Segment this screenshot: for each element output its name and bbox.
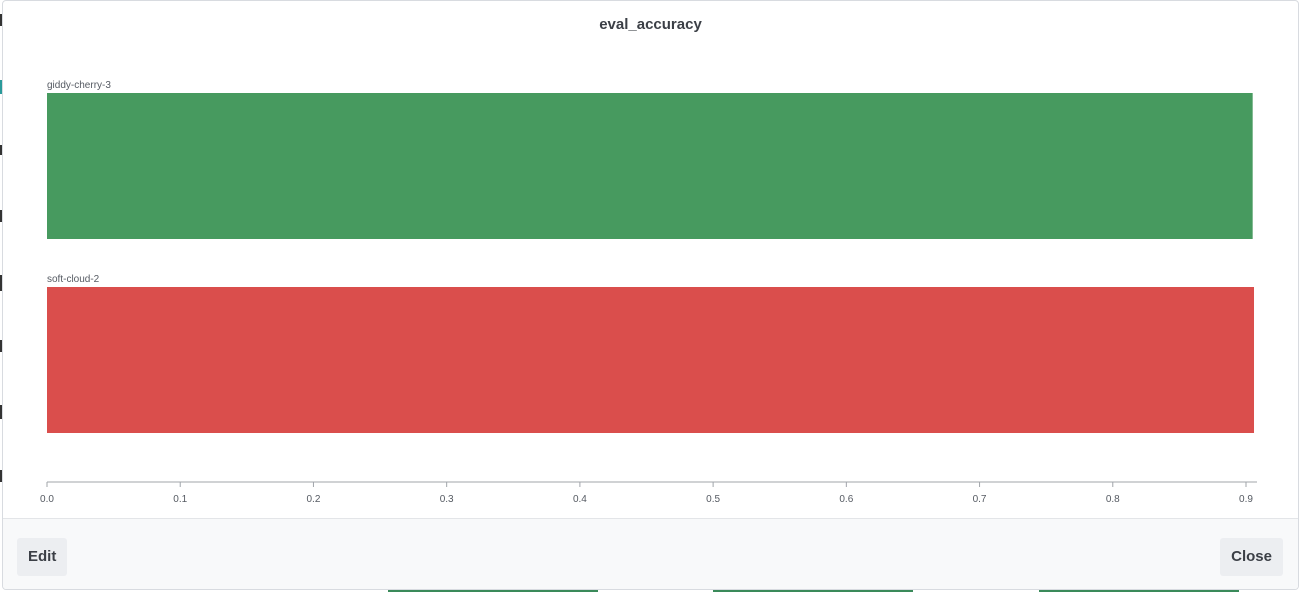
background-edge: [0, 405, 3, 419]
bar-soft-cloud-2[interactable]: [47, 287, 1255, 433]
background-edge: [0, 14, 3, 26]
x-tick-label: 0.1: [173, 494, 187, 505]
background-edge: [0, 210, 3, 222]
background-strip: [1039, 589, 1239, 592]
x-tick-label: 0.9: [1239, 494, 1253, 505]
bar-giddy-cherry-3[interactable]: [47, 93, 1253, 239]
background-strip: [713, 589, 913, 592]
background-edge: [0, 80, 3, 94]
x-tick-label: 0.6: [839, 494, 853, 505]
bar-label: giddy-cherry-3: [47, 80, 111, 91]
bar-label: soft-cloud-2: [47, 274, 100, 285]
x-tick-label: 0.8: [1106, 494, 1120, 505]
edit-button[interactable]: Edit: [17, 538, 68, 576]
background-edge: [0, 275, 3, 291]
background-strip: [388, 589, 598, 592]
background-edge: [0, 470, 3, 482]
modal-title: eval_accuracy: [599, 16, 702, 33]
x-tick-label: 0.5: [706, 494, 720, 505]
x-tick-label: 0.7: [973, 494, 987, 505]
x-tick-label: 0.4: [573, 494, 587, 505]
x-tick-label: 0.0: [40, 494, 54, 505]
close-button[interactable]: Close: [1220, 538, 1283, 576]
x-tick-label: 0.3: [440, 494, 454, 505]
x-tick-label: 0.2: [306, 494, 320, 505]
bar-chart: giddy-cherry-3 soft-cloud-2 0.0 0.1 0.2 0.3 0.…: [40, 80, 1257, 505]
modal-footer: Edit Close: [3, 518, 1298, 589]
background-edge: [0, 145, 3, 155]
background-edge: [0, 340, 3, 352]
